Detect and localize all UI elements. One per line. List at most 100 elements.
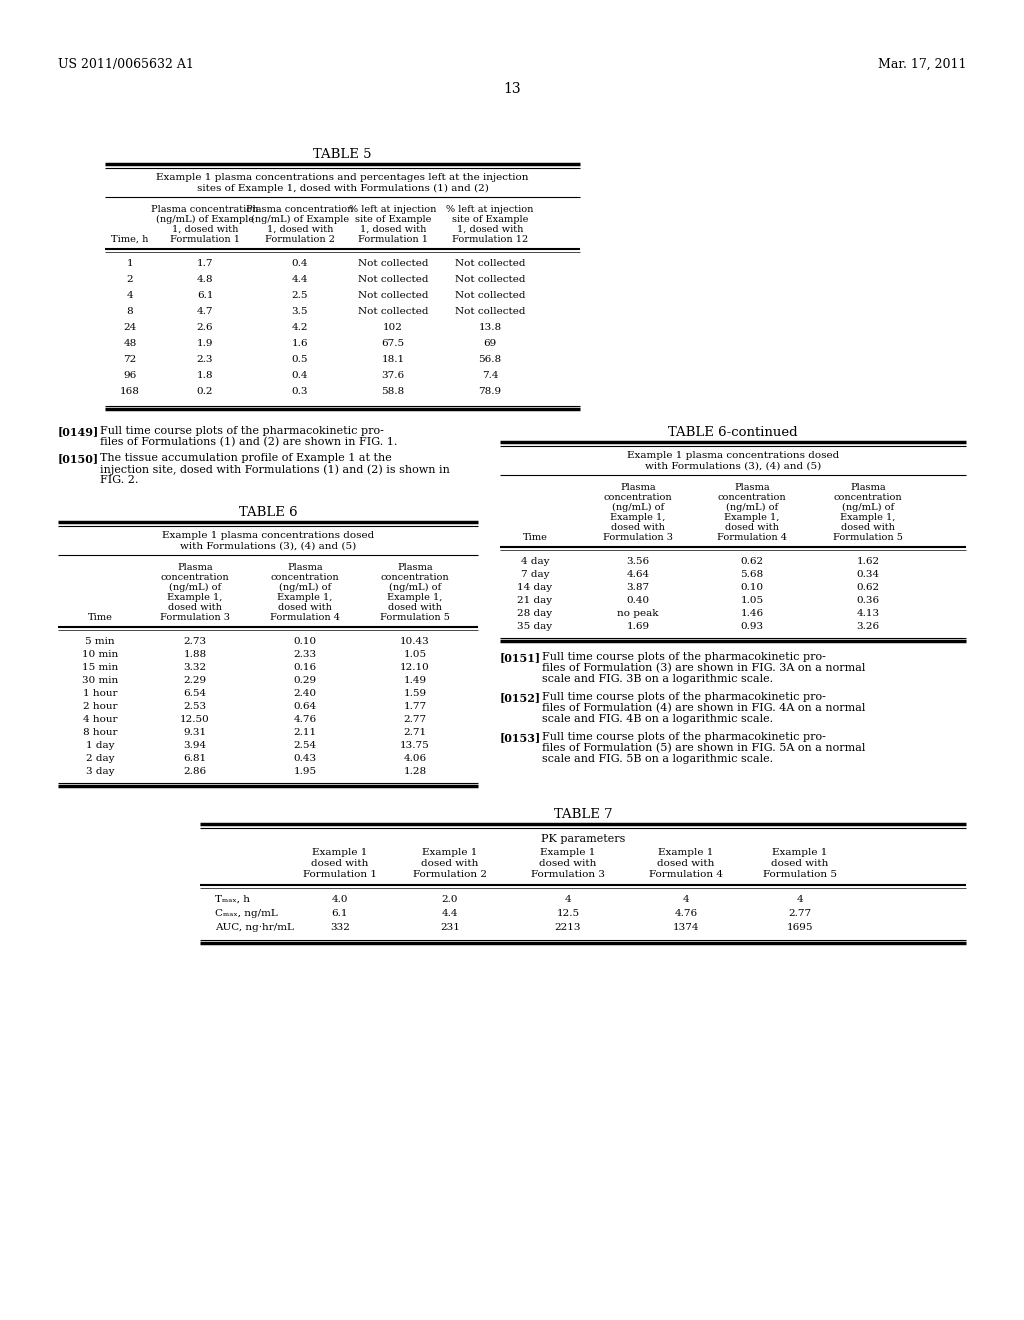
Text: files of Formulations (1) and (2) are shown in FIG. 1.: files of Formulations (1) and (2) are sh…	[100, 437, 397, 447]
Text: Formulation 3: Formulation 3	[603, 533, 673, 543]
Text: dosed with: dosed with	[311, 859, 369, 869]
Text: 48: 48	[123, 339, 136, 348]
Text: site of Example: site of Example	[354, 215, 431, 224]
Text: Full time course plots of the pharmacokinetic pro-: Full time course plots of the pharmacoki…	[542, 652, 826, 663]
Text: 13.75: 13.75	[400, 741, 430, 750]
Text: concentration: concentration	[834, 492, 902, 502]
Text: FIG. 2.: FIG. 2.	[100, 475, 138, 484]
Text: Formulation 4: Formulation 4	[717, 533, 787, 543]
Text: 4.76: 4.76	[675, 909, 697, 917]
Text: (ng/mL) of: (ng/mL) of	[612, 503, 664, 512]
Text: 2 day: 2 day	[86, 754, 115, 763]
Text: (ng/mL) of: (ng/mL) of	[389, 583, 441, 593]
Text: 7 day: 7 day	[521, 570, 549, 579]
Text: dosed with: dosed with	[168, 603, 222, 612]
Text: Formulation 12: Formulation 12	[452, 235, 528, 244]
Text: 56.8: 56.8	[478, 355, 502, 364]
Text: 24: 24	[123, 323, 136, 333]
Text: The tissue accumulation profile of Example 1 at the: The tissue accumulation profile of Examp…	[100, 453, 392, 463]
Text: 2.77: 2.77	[788, 909, 812, 917]
Text: 1.62: 1.62	[856, 557, 880, 566]
Text: 58.8: 58.8	[381, 387, 404, 396]
Text: 28 day: 28 day	[517, 609, 553, 618]
Text: 15 min: 15 min	[82, 663, 118, 672]
Text: Example 1: Example 1	[658, 847, 714, 857]
Text: 3.56: 3.56	[627, 557, 649, 566]
Text: 2.53: 2.53	[183, 702, 207, 711]
Text: 4: 4	[564, 895, 571, 904]
Text: 6.1: 6.1	[332, 909, 348, 917]
Text: Tₘₐₓ, h: Tₘₐₓ, h	[215, 895, 250, 904]
Text: 1.88: 1.88	[183, 649, 207, 659]
Text: Not collected: Not collected	[455, 308, 525, 315]
Text: 4 day: 4 day	[521, 557, 549, 566]
Text: 0.10: 0.10	[294, 638, 316, 645]
Text: 1 hour: 1 hour	[83, 689, 118, 698]
Text: dosed with: dosed with	[611, 523, 665, 532]
Text: 1.69: 1.69	[627, 622, 649, 631]
Text: Not collected: Not collected	[357, 275, 428, 284]
Text: files of Formulation (3) are shown in FIG. 3A on a normal: files of Formulation (3) are shown in FI…	[542, 663, 865, 673]
Text: Example 1,: Example 1,	[278, 593, 333, 602]
Text: Formulation 5: Formulation 5	[763, 870, 837, 879]
Text: (ng/mL) of: (ng/mL) of	[842, 503, 894, 512]
Text: dosed with: dosed with	[725, 523, 779, 532]
Text: TABLE 7: TABLE 7	[554, 808, 612, 821]
Text: 6.54: 6.54	[183, 689, 207, 698]
Text: [0149]: [0149]	[58, 426, 99, 437]
Text: 2.6: 2.6	[197, 323, 213, 333]
Text: 1.05: 1.05	[740, 597, 764, 605]
Text: Full time course plots of the pharmacokinetic pro-: Full time course plots of the pharmacoki…	[542, 692, 826, 702]
Text: 0.10: 0.10	[740, 583, 764, 591]
Text: 13.8: 13.8	[478, 323, 502, 333]
Text: Example 1 plasma concentrations and percentages left at the injection: Example 1 plasma concentrations and perc…	[157, 173, 528, 182]
Text: (ng/mL) of Example: (ng/mL) of Example	[156, 215, 254, 224]
Text: 1374: 1374	[673, 923, 699, 932]
Text: 4: 4	[683, 895, 689, 904]
Text: (ng/mL) of: (ng/mL) of	[279, 583, 331, 593]
Text: 4: 4	[127, 290, 133, 300]
Text: sites of Example 1, dosed with Formulations (1) and (2): sites of Example 1, dosed with Formulati…	[197, 183, 488, 193]
Text: 7.4: 7.4	[481, 371, 499, 380]
Text: concentration: concentration	[381, 573, 450, 582]
Text: 0.62: 0.62	[740, 557, 764, 566]
Text: 2.40: 2.40	[294, 689, 316, 698]
Text: TABLE 6-continued: TABLE 6-continued	[669, 426, 798, 440]
Text: 0.4: 0.4	[292, 259, 308, 268]
Text: Formulation 3: Formulation 3	[531, 870, 605, 879]
Text: 12.10: 12.10	[400, 663, 430, 672]
Text: 2.77: 2.77	[403, 715, 427, 723]
Text: (ng/mL) of: (ng/mL) of	[726, 503, 778, 512]
Text: 4.8: 4.8	[197, 275, 213, 284]
Text: 4.13: 4.13	[856, 609, 880, 618]
Text: 4.4: 4.4	[441, 909, 459, 917]
Text: 102: 102	[383, 323, 402, 333]
Text: 1: 1	[127, 259, 133, 268]
Text: 3.94: 3.94	[183, 741, 207, 750]
Text: 0.43: 0.43	[294, 754, 316, 763]
Text: US 2011/0065632 A1: US 2011/0065632 A1	[58, 58, 194, 71]
Text: Not collected: Not collected	[455, 259, 525, 268]
Text: 168: 168	[120, 387, 140, 396]
Text: Plasma concentration: Plasma concentration	[152, 205, 259, 214]
Text: Full time course plots of the pharmacokinetic pro-: Full time course plots of the pharmacoki…	[542, 733, 826, 742]
Text: [0151]: [0151]	[500, 652, 541, 663]
Text: 0.16: 0.16	[294, 663, 316, 672]
Text: Time: Time	[522, 533, 548, 543]
Text: 4.2: 4.2	[292, 323, 308, 333]
Text: dosed with: dosed with	[771, 859, 828, 869]
Text: 4: 4	[797, 895, 803, 904]
Text: 3.5: 3.5	[292, 308, 308, 315]
Text: 37.6: 37.6	[381, 371, 404, 380]
Text: Plasma: Plasma	[397, 564, 433, 572]
Text: 12.50: 12.50	[180, 715, 210, 723]
Text: Example 1: Example 1	[541, 847, 596, 857]
Text: Not collected: Not collected	[357, 308, 428, 315]
Text: Not collected: Not collected	[455, 275, 525, 284]
Text: 1, dosed with: 1, dosed with	[172, 224, 239, 234]
Text: 1.8: 1.8	[197, 371, 213, 380]
Text: Time, h: Time, h	[112, 235, 148, 244]
Text: AUC, ng·hr/mL: AUC, ng·hr/mL	[215, 923, 294, 932]
Text: Example 1 plasma concentrations dosed: Example 1 plasma concentrations dosed	[162, 531, 374, 540]
Text: dosed with: dosed with	[540, 859, 597, 869]
